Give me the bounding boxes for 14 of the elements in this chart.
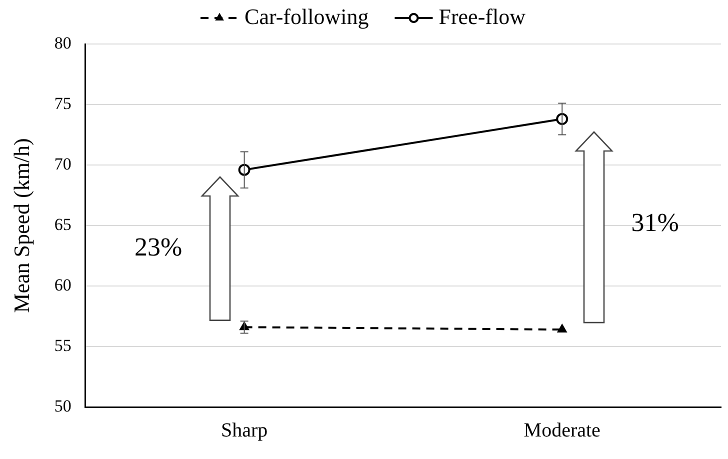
- y-tick-label: 65: [54, 214, 72, 234]
- x-tick-label: Sharp: [220, 419, 268, 442]
- y-axis-title: Mean Speed (km/h): [8, 138, 34, 313]
- legend-label: Free-flow: [438, 4, 526, 29]
- legend-label: Car-following: [244, 4, 369, 29]
- y-tick-label: 55: [54, 336, 72, 355]
- y-tick-label: 80: [54, 33, 72, 52]
- y-tick-label: 50: [54, 396, 72, 416]
- y-tick-label: 60: [54, 275, 72, 294]
- annotation: 31%: [631, 208, 679, 238]
- x-tick-label: Moderate: [524, 419, 601, 442]
- y-tick-label: 70: [54, 154, 72, 174]
- annotation: 23%: [134, 232, 182, 262]
- y-tick-label: 75: [54, 94, 72, 113]
